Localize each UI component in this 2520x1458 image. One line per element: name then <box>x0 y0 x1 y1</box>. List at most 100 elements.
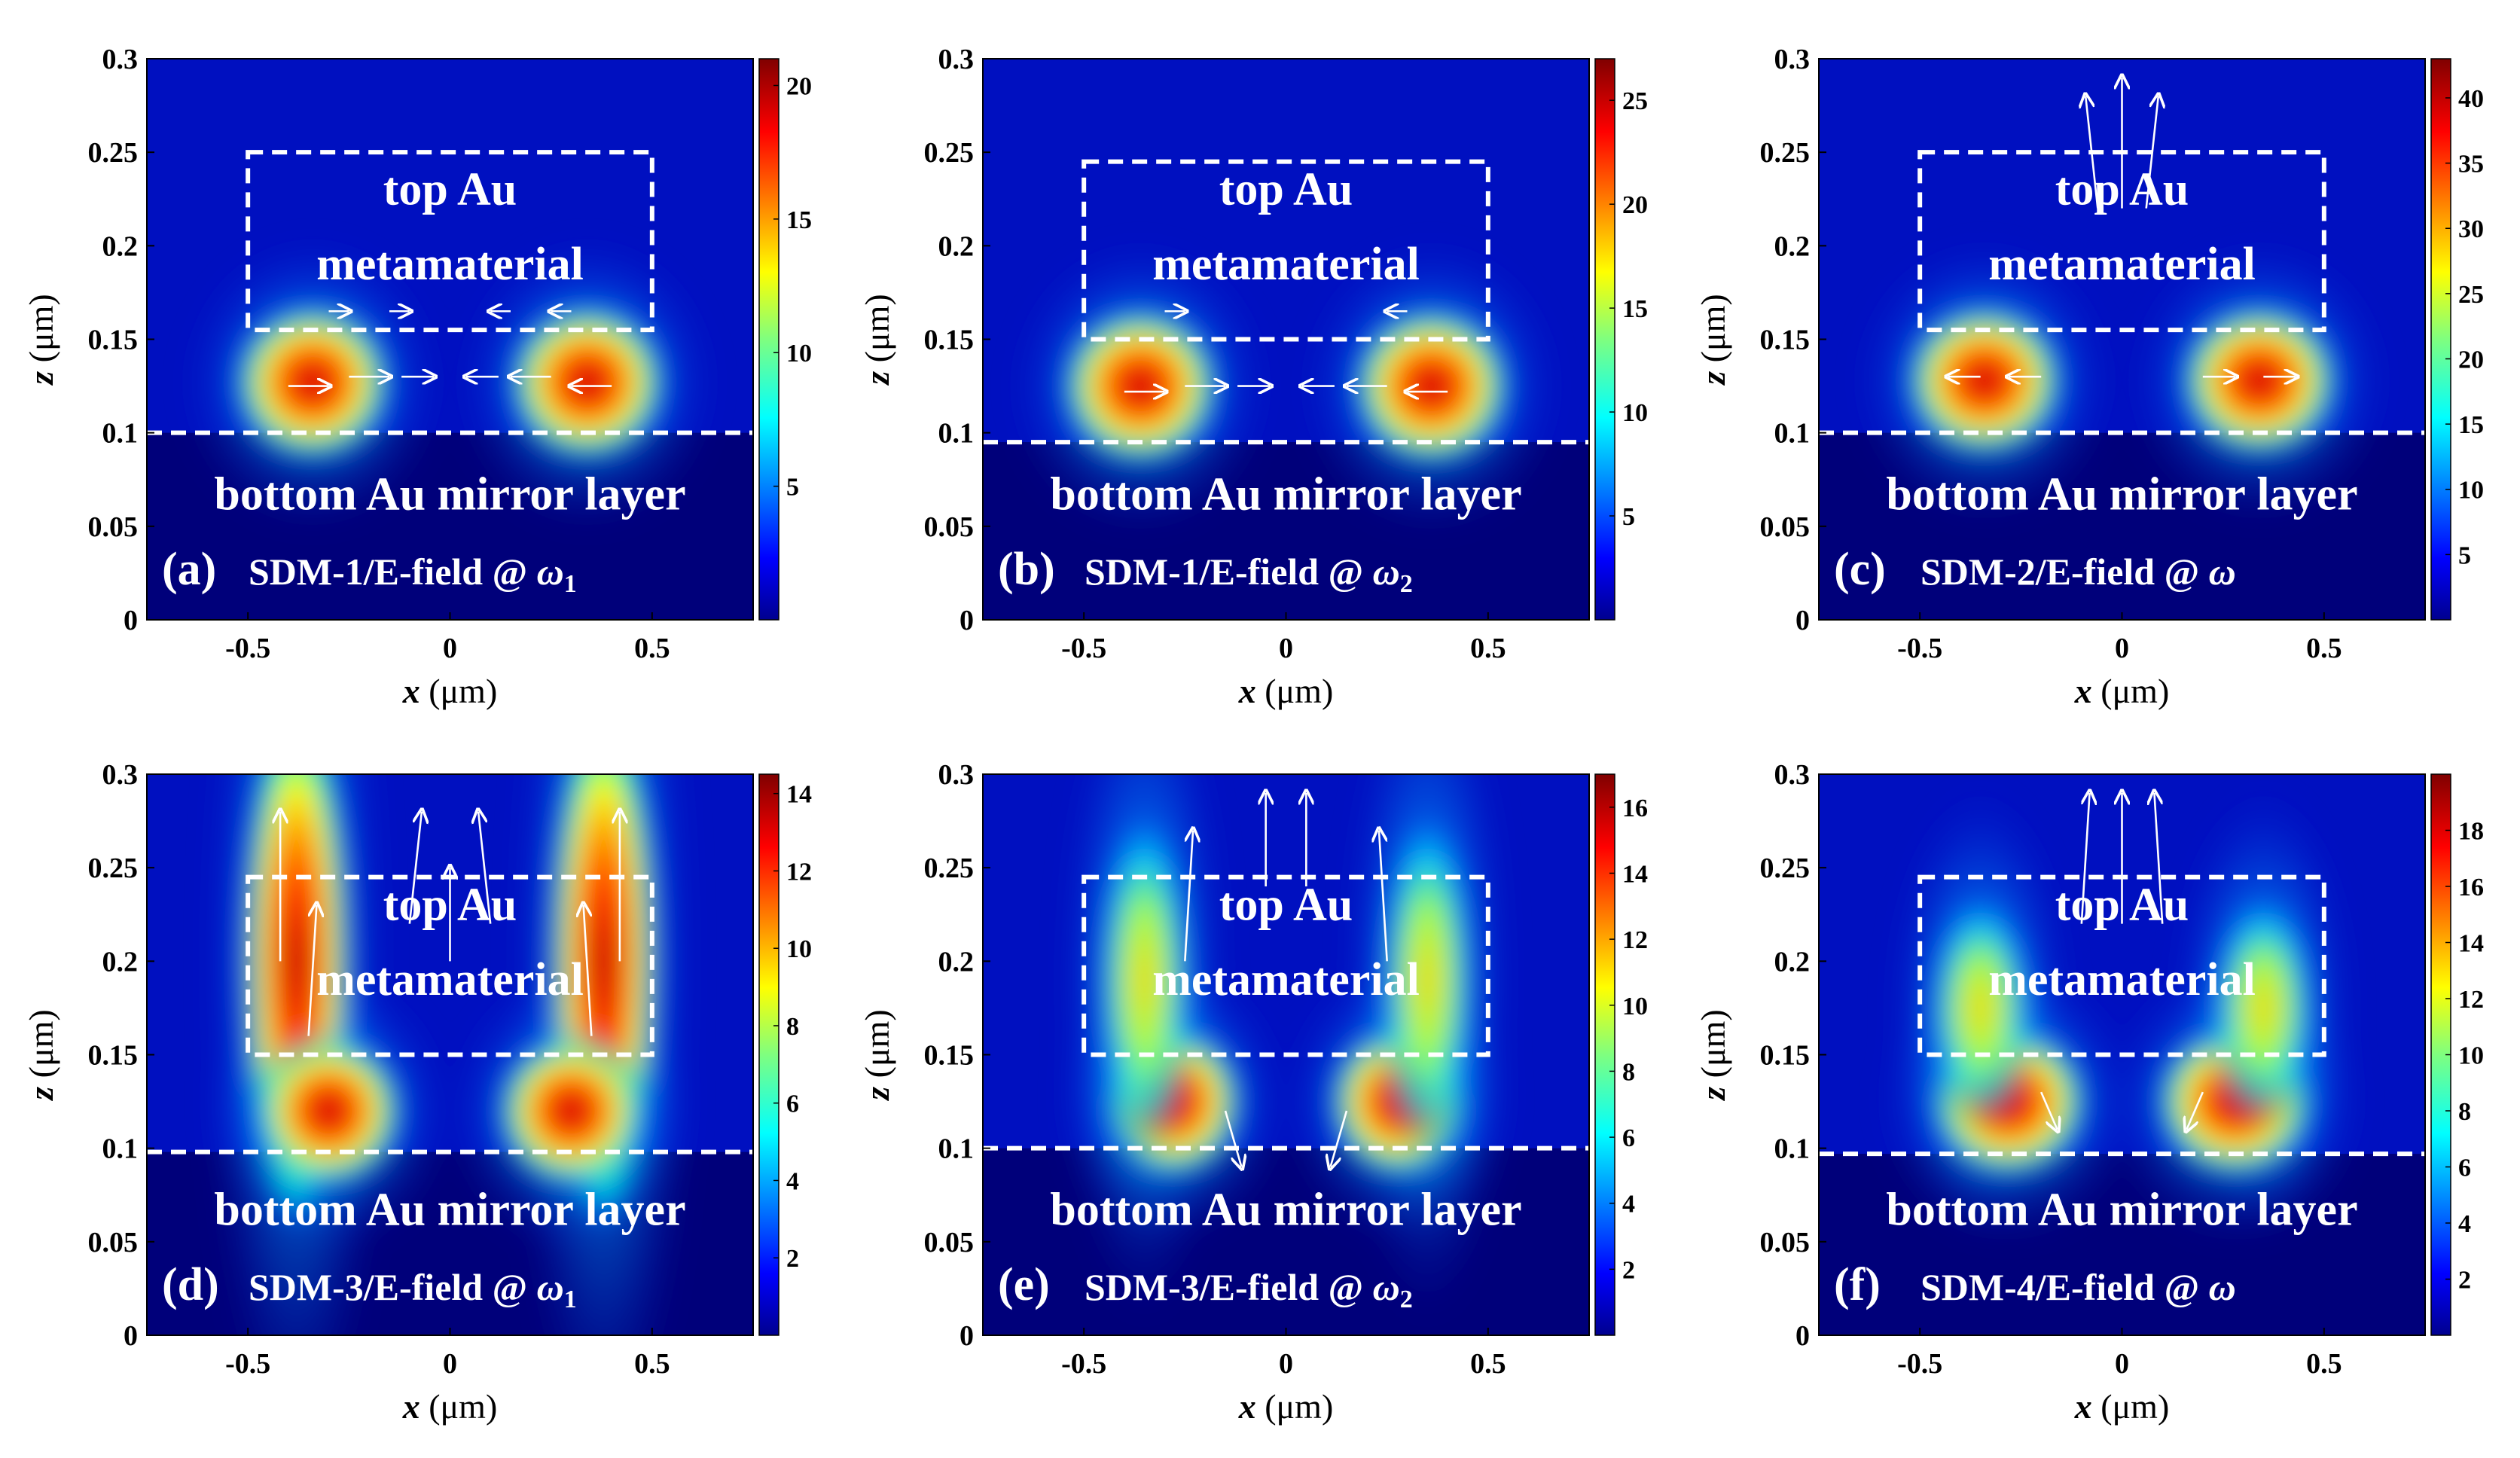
colorbar-tick-label: 10 <box>1622 399 1648 427</box>
y-axis-variable: z <box>22 1087 60 1102</box>
y-tick-label: 0.15 <box>1760 1040 1811 1072</box>
y-axis-label: z (μm) <box>1694 294 1732 386</box>
colorbar-tick-label: 20 <box>1622 191 1648 219</box>
x-tick-label: -0.5 <box>225 633 270 664</box>
colorbar-tick-label: 10 <box>2458 477 2484 505</box>
field-hotspot <box>1924 888 2036 1128</box>
field-arrow <box>2039 1091 2057 1130</box>
omega-symbol: ω <box>1373 551 1400 593</box>
y-axis-label: z (μm) <box>1694 1009 1732 1102</box>
mirror-layer-label: bottom Au mirror layer <box>1886 468 2357 520</box>
panel-title: SDM-1/E-field @ ω2 <box>1085 551 1413 598</box>
colorbar-tick-label: 5 <box>786 474 799 502</box>
field-hotspot <box>508 304 667 460</box>
colorbar-tick-label: 20 <box>786 72 812 100</box>
y-tick-label: 0.3 <box>938 44 975 75</box>
metamaterial-label: metamaterial <box>316 239 584 290</box>
x-tick-label: -0.5 <box>1897 633 1942 664</box>
top-au-label: top Au <box>383 164 517 215</box>
colorbar-tick-label: 40 <box>2458 85 2484 113</box>
x-tick-label: 0 <box>1279 1348 1293 1380</box>
omega-symbol: ω <box>1373 1266 1400 1308</box>
top-metamaterial-outline <box>1082 874 1490 1057</box>
omega-symbol: ω <box>537 551 564 593</box>
colorbar-tick-label: 16 <box>1622 795 1648 822</box>
omega-symbol: ω <box>537 1266 564 1308</box>
colorbar: 2 4 6 8 10 12 14 16 18 <box>2430 773 2484 1336</box>
heatmap-area: top Au metamaterial bottom Au mirror layer… <box>983 774 1589 1335</box>
colorbar-tick-label: 6 <box>786 1090 799 1118</box>
y-tick-label: 0.3 <box>102 759 139 791</box>
field-hotspot <box>496 1036 646 1186</box>
mirror-layer-label: bottom Au mirror layer <box>1050 468 1521 520</box>
colorbar-tick-label: 15 <box>786 206 812 234</box>
panel-title: SDM-2/E-field @ ω <box>1921 551 2236 593</box>
colorbar-tick-label: 15 <box>2458 411 2484 439</box>
y-tick-label: 0.3 <box>938 759 975 791</box>
colorbar-tick-label: 8 <box>1622 1058 1635 1086</box>
x-axis-unit: (μm) <box>1256 1387 1334 1426</box>
y-tick-label: 0 <box>959 1320 974 1352</box>
colorbar-gradient <box>1594 58 1615 621</box>
omega-symbol: ω <box>2209 1266 2236 1308</box>
field-hotspot <box>1905 305 2064 456</box>
y-tick-label: 0 <box>1795 1320 1810 1352</box>
y-axis-unit: (μm) <box>858 294 896 371</box>
panel-title-text: SDM-1/E-field @ <box>1085 551 1373 593</box>
field-arrows <box>1184 793 1388 1167</box>
y-tick-label: 0.1 <box>1774 418 1811 450</box>
field-arrows <box>1124 311 1448 392</box>
y-tick-label: 0.3 <box>102 44 139 75</box>
x-axis-unit: (μm) <box>2092 672 2170 710</box>
top-au-label: top Au <box>1219 880 1353 931</box>
heatmap-area: top Au metamaterial bottom Au mirror layer… <box>147 774 753 1335</box>
y-tick-label: 0.25 <box>88 853 139 884</box>
y-tick-label: 0.25 <box>924 853 975 884</box>
y-tick-label: 0 <box>1795 605 1810 636</box>
y-tick-label: 0 <box>124 1320 138 1352</box>
y-axis-unit: (μm) <box>1694 294 1732 371</box>
x-axis-label: x (μm) <box>1238 672 1334 710</box>
x-axis-label: x (μm) <box>402 672 498 710</box>
x-axis-variable: x <box>2074 672 2092 710</box>
y-axis-label: z (μm) <box>22 294 60 386</box>
field-hotspot <box>1061 308 1220 464</box>
metamaterial-label: metamaterial <box>1152 954 1420 1005</box>
panel-title-text: SDM-3/E-field @ <box>1085 1266 1373 1308</box>
colorbar: 5 10 15 20 25 <box>1594 58 1648 621</box>
colorbar: 2 4 6 8 10 12 14 16 <box>1594 773 1648 1336</box>
x-tick-label: 0 <box>2115 633 2129 664</box>
top-metamaterial-outline <box>1082 159 1490 342</box>
colorbar-tick-label: 30 <box>2458 215 2484 243</box>
panel-b: top Au metamaterial bottom Au mirror layer… <box>858 44 1648 710</box>
colorbar: 5 10 15 20 25 30 35 40 <box>2430 58 2484 621</box>
x-tick-label: -0.5 <box>1061 633 1106 664</box>
field-arrow <box>307 905 317 1036</box>
heatmap-area: top Au metamaterial bottom Au mirror layer… <box>1819 774 2425 1335</box>
x-axis-unit: (μm) <box>2092 1387 2170 1426</box>
x-axis-unit: (μm) <box>420 672 498 710</box>
x-tick-label: 0.5 <box>634 1348 670 1380</box>
colorbar-tick-label: 12 <box>2458 986 2484 1014</box>
y-tick-label: 0.25 <box>924 137 975 169</box>
panel-c: top Au metamaterial bottom Au mirror layer… <box>1694 44 2484 710</box>
field-hotspot <box>1376 800 1479 1160</box>
top-metamaterial-outline <box>1917 150 2326 333</box>
colorbar-tick-label: 35 <box>2458 151 2484 178</box>
x-axis-label: x (μm) <box>402 1387 498 1426</box>
mirror-layer-label: bottom Au mirror layer <box>214 1184 685 1235</box>
field-hotspot <box>2180 305 2338 456</box>
y-tick-label: 0.25 <box>1760 137 1811 169</box>
y-tick-label: 0.15 <box>88 1040 139 1072</box>
field-arrow <box>408 812 422 924</box>
field-arrow <box>1224 1110 1241 1167</box>
omega-subscript: 2 <box>1400 1286 1413 1313</box>
y-tick-label: 0.15 <box>88 325 139 356</box>
colorbar-tick-label: 12 <box>786 858 812 886</box>
panel-label: (c) <box>1834 544 1886 595</box>
panel-title-text: SDM-1/E-field @ <box>249 551 537 593</box>
panel-label: (d) <box>162 1259 219 1310</box>
colorbar-tick-label: 14 <box>1622 860 1648 888</box>
colorbar-tick-label: 10 <box>1622 993 1648 1020</box>
y-axis-variable: z <box>22 371 60 386</box>
